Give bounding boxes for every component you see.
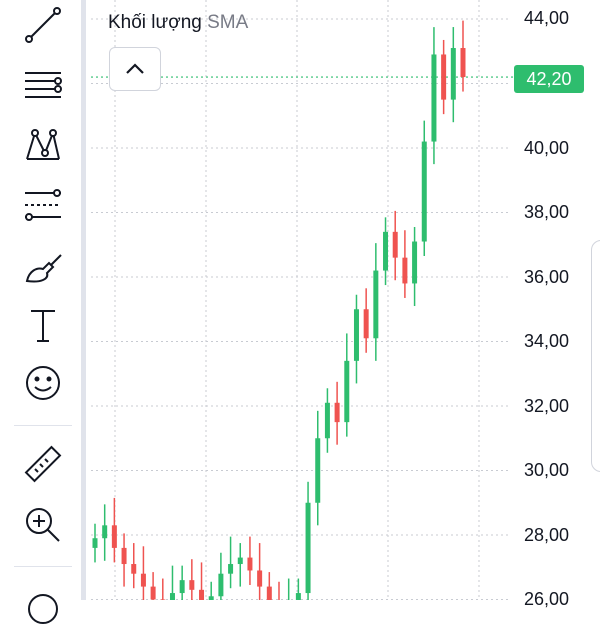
candle-body	[441, 54, 447, 100]
candle-body	[228, 564, 234, 574]
price-tick: 38,00	[524, 202, 570, 222]
candle-body	[392, 231, 398, 258]
price-tick: 36,00	[524, 267, 570, 287]
candle-body	[373, 270, 379, 339]
candle-body	[324, 402, 330, 439]
candle-body	[257, 570, 263, 587]
candle-body	[179, 580, 185, 594]
collapse-legend-button[interactable]	[109, 47, 161, 91]
zoom-in-icon[interactable]	[18, 500, 68, 550]
candle-body	[199, 589, 205, 600]
candle-body	[169, 593, 175, 600]
candle-body	[412, 241, 418, 284]
chevron-up-icon	[126, 63, 144, 74]
toolbar-divider	[14, 425, 72, 426]
horizontal-lines-icon[interactable]	[18, 60, 68, 110]
brush-icon[interactable]	[18, 242, 68, 292]
side-panel-handle[interactable]	[591, 240, 600, 472]
candle-body	[237, 557, 243, 565]
candle-body	[402, 257, 408, 284]
fib-retracement-icon[interactable]	[18, 180, 68, 230]
candle-body	[353, 309, 359, 361]
candle-body	[383, 231, 389, 271]
candle-body	[363, 309, 369, 339]
candle-body	[150, 586, 156, 600]
candle-body	[218, 573, 224, 597]
price-chart[interactable]	[91, 0, 600, 600]
toolbar-divider	[14, 566, 72, 567]
candle-body	[140, 573, 146, 587]
drawing-toolbar	[0, 0, 86, 624]
candle-body	[344, 360, 350, 423]
candle-body	[295, 593, 301, 600]
text-tool-icon[interactable]	[18, 300, 68, 350]
candle-body	[121, 547, 127, 565]
more-tools-icon[interactable]	[18, 580, 68, 630]
price-tick: 40,00	[524, 138, 570, 158]
candle-body	[189, 580, 195, 590]
candle-body	[315, 438, 321, 503]
candle-body	[431, 54, 437, 142]
ruler-icon[interactable]	[18, 440, 68, 490]
candle-body	[460, 48, 466, 78]
candle-body	[102, 525, 108, 539]
pattern-icon[interactable]	[18, 120, 68, 170]
candle-body	[334, 402, 340, 423]
price-tick: 30,00	[524, 460, 570, 480]
candle-body	[111, 525, 117, 548]
volume-legend[interactable]: Khối lượng SMA	[108, 12, 248, 34]
trend-line-icon[interactable]	[18, 0, 68, 50]
candle-body	[247, 557, 253, 571]
price-tick: 34,00	[524, 331, 570, 351]
candle-body	[421, 141, 427, 242]
emoji-icon[interactable]	[18, 358, 68, 408]
candle-body	[131, 564, 137, 574]
legend-title: Khối lượng	[108, 12, 202, 33]
candle-body	[92, 538, 98, 548]
candle-body	[305, 502, 311, 594]
candle-body	[450, 48, 456, 100]
price-tick: 28,00	[524, 525, 570, 545]
price-tick: 32,00	[524, 396, 570, 416]
legend-indicator: SMA	[207, 12, 249, 33]
candle-body	[208, 596, 214, 600]
last-price-label: 42,20	[514, 65, 584, 93]
candle-body	[266, 586, 272, 600]
price-tick: 44,00	[524, 8, 570, 28]
